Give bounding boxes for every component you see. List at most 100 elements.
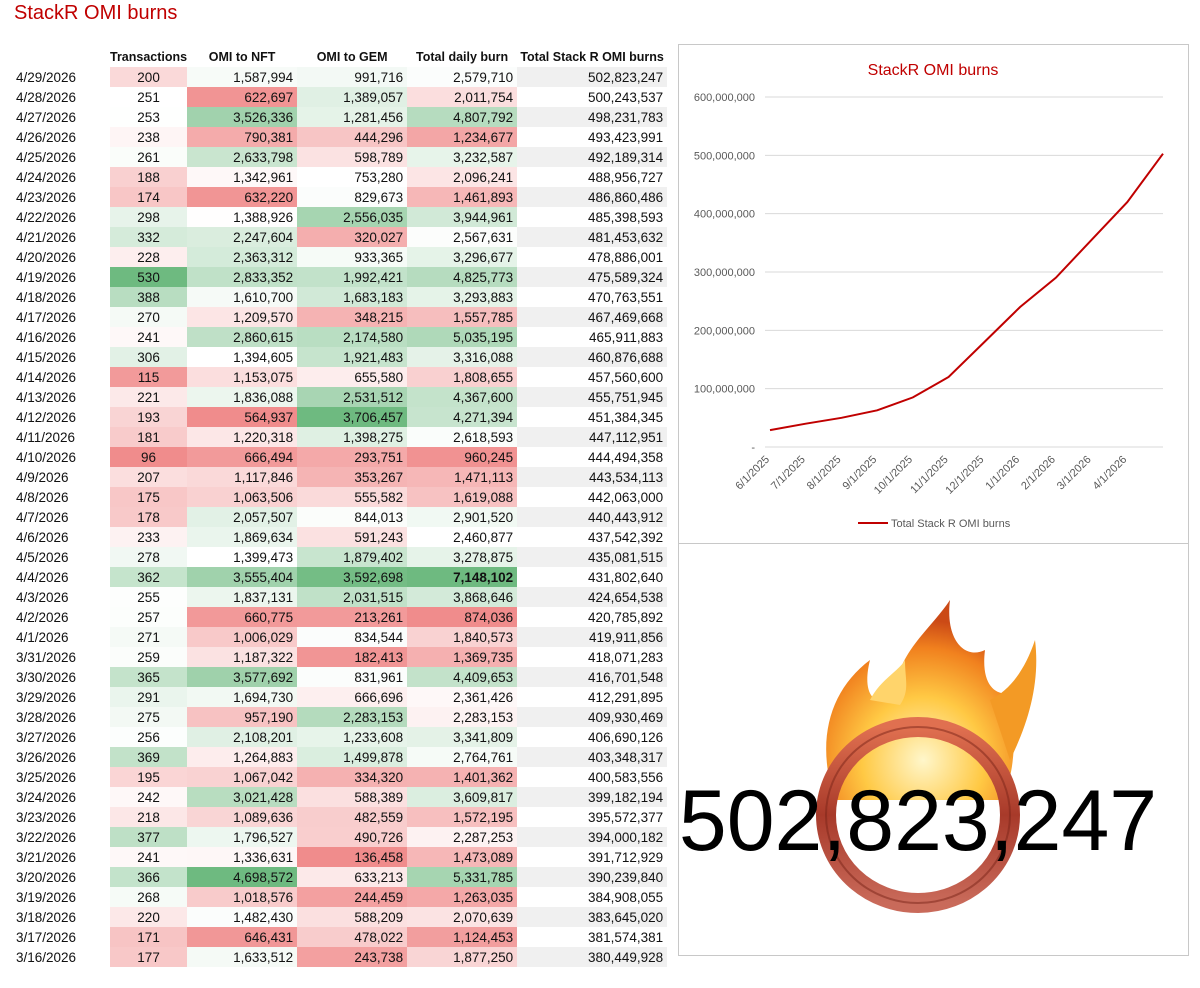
table-cell: 443,534,113 (517, 467, 668, 487)
table-row: 4/26/2026 238 790,381 444,296 1,234,677 493,4… (12, 127, 667, 147)
table-row: 3/19/2026 268 1,018,576 244,459 1,263,035 384… (12, 887, 667, 907)
table-row: 3/16/2026 177 1,633,512 243,738 1,877,250 380… (12, 947, 668, 967)
table-cell: 1,264,883 (187, 747, 298, 767)
table-cell: 291 (110, 687, 188, 707)
table-cell: 419,911,856 (517, 627, 668, 647)
table-row: 4/16/2026 241 2,860,615 2,174,580 5,035,195 4… (12, 327, 667, 347)
table-row: 4/8/2026 175 1,063,506 555,582 1,619,088 442,… (12, 487, 667, 507)
table-cell: 406,690,126 (588, 729, 664, 745)
table-cell: 1,394,605 (187, 347, 298, 367)
table-cell: 475,589,324 (517, 267, 668, 287)
table-cell: 1,619,088 (407, 487, 518, 507)
table-cell: 3,555,404 (187, 567, 298, 587)
table-cell: 431,802,640 (588, 569, 664, 585)
table-cell: 3,296,677 (407, 247, 518, 267)
table-cell: 207 (110, 467, 188, 487)
table-cell: 259 (110, 647, 188, 667)
table-row: 4/12/2026 193 564,937 3,706,457 4,271,394 451… (12, 407, 667, 427)
table-cell: 1,683,183 (297, 287, 408, 307)
table-cell: 2,618,593 (407, 427, 518, 447)
table-cell: 1,633,512 (187, 947, 298, 967)
table-cell: 2,287,253 (407, 827, 518, 847)
table-row: 4/25/2026 261 2,633,798 598,789 3,232,587 492… (12, 147, 668, 167)
chart-frame (678, 44, 1189, 544)
table-row: 4/18/2026 388 1,610,700 1,683,183 3,293,883 4… (12, 287, 667, 307)
table-cell: 1,342,961 (187, 167, 298, 187)
table-cell: 3,021,428 (187, 787, 298, 807)
table-cell: 1,694,730 (187, 687, 298, 707)
table-cell: 632,220 (187, 187, 298, 207)
table-cell: 4/7/2026 (16, 509, 69, 525)
table-cell: 478,886,001 (588, 249, 664, 265)
table-cell: 200 (110, 67, 188, 87)
table-cell: 2,057,507 (187, 507, 298, 527)
table-cell: 4/25/2026 (16, 149, 77, 165)
table-cell: 3/18/2026 (16, 909, 77, 925)
table-cell: 388 (110, 287, 188, 307)
table-cell: 3,278,875 (407, 547, 518, 567)
table-cell: 790,381 (187, 127, 298, 147)
table-cell: 437,542,392 (588, 529, 664, 545)
table-row: 4/19/2026 530 2,833,352 1,992,421 4,825,773 4… (12, 267, 668, 287)
table-cell: 293,751 (297, 447, 408, 467)
table-cell: 268 (110, 887, 188, 907)
table-cell: 3/28/2026 (16, 709, 77, 725)
table-cell: 4/21/2026 (16, 229, 77, 245)
table-cell: 251 (110, 87, 188, 107)
table-cell: 4/19/2026 (16, 269, 77, 285)
table-row: 4/6/2026 233 1,869,634 591,243 2,460,877 437,… (12, 527, 667, 547)
table-cell: 257 (110, 607, 188, 627)
table-cell: 3/26/2026 (16, 749, 77, 765)
table-cell: 957,190 (187, 707, 298, 727)
table-cell: 3/31/2026 (16, 649, 77, 665)
table-cell: 298 (110, 207, 188, 227)
table-cell: 261 (110, 147, 188, 167)
table-cell: 4,367,600 (407, 387, 518, 407)
table-cell: 1,388,926 (187, 207, 298, 227)
table-cell: 3/22/2026 (16, 829, 77, 845)
table-cell: 1,401,362 (407, 767, 518, 787)
table-row: 4/24/2026 188 1,342,961 753,280 2,096,241 488… (12, 167, 667, 187)
table-cell: 3/29/2026 (16, 689, 77, 705)
table-row: 3/31/2026 259 1,187,322 182,413 1,369,735 418… (12, 647, 667, 667)
table-cell: 3,609,817 (407, 787, 518, 807)
table-cell: 3/19/2026 (16, 889, 77, 905)
table-row: 3/18/2026 220 1,482,430 588,209 2,070,639 383… (12, 907, 668, 927)
table-cell: 412,291,895 (588, 689, 664, 705)
table-cell: 4/29/2026 (16, 69, 77, 85)
table-cell: 666,696 (297, 687, 408, 707)
table-cell: 2,833,352 (187, 267, 298, 287)
table-cell: 829,673 (297, 187, 408, 207)
table-cell: 136,458 (297, 847, 408, 867)
table-cell: 4/22/2026 (16, 209, 77, 225)
table-cell: 420,785,892 (588, 609, 664, 625)
table-cell: 485,398,593 (588, 209, 664, 225)
table-cell: 481,453,632 (517, 227, 668, 247)
table-row: 4/11/2026 181 1,220,318 1,398,275 2,618,593 4… (12, 427, 668, 447)
table-row: 3/27/2026 256 2,108,201 1,233,608 3,341,809 4… (12, 727, 667, 747)
table-cell: 4/18/2026 (16, 289, 77, 305)
y-tick-label: 400,000,000 (694, 209, 755, 221)
table-cell: 384,908,055 (588, 889, 664, 905)
table-cell: 447,112,951 (517, 427, 668, 447)
table-cell: 555,582 (297, 487, 408, 507)
table-cell: 3/25/2026 (16, 769, 77, 785)
table-cell: 4/17/2026 (16, 309, 77, 325)
table-cell: 270 (110, 307, 188, 327)
table-cell: 1,220,318 (187, 427, 298, 447)
table-cell: 2,174,580 (297, 327, 408, 347)
table-row: 4/29/2026 200 1,587,994 991,716 2,579,710 502… (12, 67, 668, 87)
table-cell: 4/20/2026 (16, 249, 77, 265)
table-cell: 834,544 (297, 627, 408, 647)
column-header: OMI to NFT (208, 50, 276, 64)
table-cell: 1,921,483 (297, 347, 408, 367)
table-cell: 278 (110, 547, 188, 567)
table-cell: 4,825,773 (407, 267, 518, 287)
table-cell: 1,187,322 (187, 647, 298, 667)
table-cell: 369 (110, 747, 188, 767)
table-cell: 2,764,761 (407, 747, 518, 767)
table-cell: 1,840,573 (407, 627, 518, 647)
table-cell: 1,234,677 (407, 127, 518, 147)
page-title: StackR OMI burns (14, 2, 178, 24)
table-row: 4/13/2026 221 1,836,088 2,531,512 4,367,600 4… (12, 387, 668, 407)
